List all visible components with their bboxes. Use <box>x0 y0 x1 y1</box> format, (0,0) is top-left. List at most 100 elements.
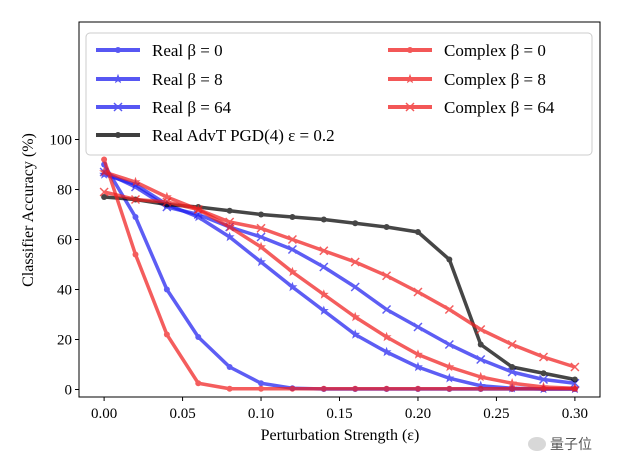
data-point <box>571 376 578 383</box>
data-point <box>413 361 423 372</box>
data-point <box>538 352 549 362</box>
legend-label: Complex β = 0 <box>444 41 546 60</box>
data-point <box>258 385 265 392</box>
x-tick-label: 0.15 <box>326 406 352 422</box>
data-point <box>476 324 486 335</box>
data-point <box>538 374 549 385</box>
legend-label: Real AdvT PGD(4) ε = 0.2 <box>152 126 335 145</box>
y-tick-label: 20 <box>57 333 72 349</box>
x-tick-label: 0.20 <box>405 406 431 422</box>
data-point <box>256 232 266 242</box>
x-tick-label: 0.25 <box>483 406 509 422</box>
data-point <box>476 354 486 365</box>
data-point <box>101 156 108 163</box>
y-tick-label: 60 <box>57 233 72 249</box>
data-point <box>350 311 361 322</box>
legend-entry <box>96 132 140 138</box>
chat-bubble-icon <box>528 437 546 451</box>
data-point <box>569 383 580 393</box>
data-point <box>162 197 172 207</box>
data-point <box>413 349 423 359</box>
data-point <box>538 381 549 392</box>
series-6 <box>99 187 580 372</box>
data-point <box>509 385 516 392</box>
data-point <box>287 266 298 277</box>
data-point <box>193 204 203 215</box>
data-point <box>383 385 390 392</box>
data-point <box>444 361 455 372</box>
data-point <box>287 244 297 255</box>
data-point <box>475 371 486 382</box>
legend-entry <box>388 47 432 53</box>
data-point <box>319 246 329 256</box>
legend-marker <box>115 47 121 53</box>
data-point <box>226 385 233 392</box>
data-point <box>161 191 172 202</box>
series-5 <box>99 166 580 393</box>
data-point <box>287 234 297 245</box>
series-line <box>103 170 575 390</box>
data-point <box>132 214 139 220</box>
data-point <box>381 331 392 342</box>
data-point <box>130 176 141 187</box>
data-point <box>350 257 360 267</box>
y-tick-label: 80 <box>57 183 72 199</box>
series-line <box>102 158 575 391</box>
legend-entry <box>388 73 432 84</box>
data-point <box>352 385 359 392</box>
data-point <box>130 194 141 205</box>
y-tick-label: 40 <box>57 283 72 299</box>
data-point <box>287 281 298 292</box>
data-point <box>475 380 486 390</box>
legend-marker <box>405 102 415 112</box>
data-point <box>225 217 235 227</box>
data-point <box>195 380 202 387</box>
legend-marker <box>115 132 121 138</box>
data-point <box>195 334 202 340</box>
data-point <box>444 339 454 350</box>
data-point <box>256 256 266 267</box>
legend-entry <box>96 47 140 53</box>
data-point <box>477 385 484 392</box>
data-point <box>444 373 455 383</box>
data-point <box>444 304 454 315</box>
data-point <box>383 224 390 230</box>
data-point <box>540 370 547 377</box>
legend-marker <box>113 73 123 84</box>
data-point <box>352 220 359 227</box>
data-point <box>224 231 235 242</box>
data-point <box>163 331 170 338</box>
data-point <box>446 385 453 392</box>
data-point <box>381 346 392 357</box>
data-point <box>350 282 360 292</box>
legend-marker <box>405 73 415 84</box>
data-point <box>507 339 517 350</box>
data-point <box>320 385 327 392</box>
x-tick-label: 0.00 <box>91 406 117 422</box>
data-point <box>414 229 421 235</box>
data-point <box>446 256 453 263</box>
data-point <box>258 380 265 387</box>
y-tick-label: 100 <box>50 133 73 149</box>
data-point <box>99 166 110 177</box>
data-point <box>350 329 361 339</box>
y-tick-label: 0 <box>65 383 73 399</box>
data-point <box>101 194 108 200</box>
data-point <box>224 221 235 232</box>
data-point <box>256 241 266 252</box>
data-point <box>413 287 423 297</box>
data-point <box>318 289 329 299</box>
series-4 <box>101 156 578 392</box>
series-line <box>103 195 576 382</box>
data-point <box>320 216 327 223</box>
legend-label: Complex β = 8 <box>444 70 546 89</box>
watermark: 量子位 <box>528 434 592 454</box>
data-point <box>318 305 329 315</box>
legend-label: Real β = 0 <box>152 41 223 60</box>
legend-label: Real β = 8 <box>152 70 223 89</box>
data-point <box>99 187 109 197</box>
x-tick-label: 0.30 <box>562 406 588 422</box>
y-axis-label: Classifier Accuracy (%) <box>20 133 37 287</box>
data-point <box>258 211 265 218</box>
